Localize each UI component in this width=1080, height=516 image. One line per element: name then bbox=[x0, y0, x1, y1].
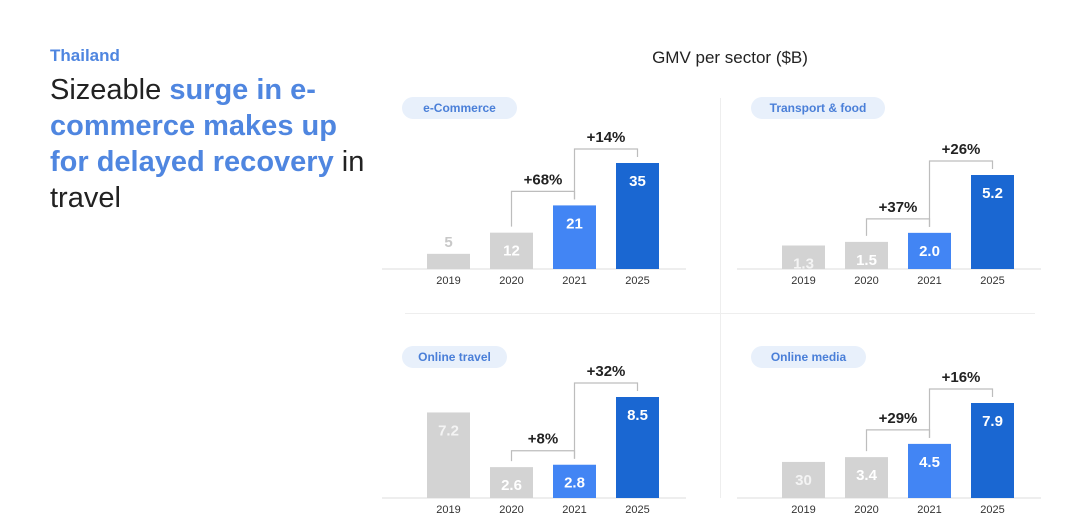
x-tick-label: 2020 bbox=[854, 275, 878, 287]
bar-value-label: 4.5 bbox=[919, 454, 940, 471]
headline-part-highlight: surge bbox=[169, 74, 249, 106]
growth-bracket bbox=[573, 382, 639, 459]
headline: Sizeable surge in e-commerce makes up fo… bbox=[50, 72, 380, 216]
bar-2021 bbox=[908, 443, 951, 498]
panel-divider-vertical bbox=[720, 98, 721, 498]
x-tick-label: 2020 bbox=[499, 504, 523, 516]
growth-label: +37% bbox=[879, 199, 918, 216]
bar-value-label: 5 bbox=[444, 234, 452, 251]
bar-2020 bbox=[845, 241, 888, 269]
bar-value-label: 7.9 bbox=[982, 413, 1003, 430]
x-tick-label: 2021 bbox=[917, 504, 941, 516]
x-tick-label: 2025 bbox=[625, 504, 649, 516]
bar-value-label: 1.5 bbox=[856, 252, 877, 269]
bar-value-label: 8.5 bbox=[627, 407, 648, 424]
panel-divider-horizontal bbox=[405, 313, 1035, 314]
growth-label: +32% bbox=[587, 363, 626, 380]
sector-pill bbox=[751, 346, 866, 368]
bar-2020 bbox=[490, 467, 533, 498]
x-tick-label: 2025 bbox=[625, 275, 649, 287]
bar-2025 bbox=[971, 175, 1014, 269]
growth-label: +29% bbox=[879, 410, 918, 427]
bar-value-label: 35 bbox=[629, 173, 646, 190]
x-tick-label: 2019 bbox=[436, 504, 460, 516]
x-tick-label: 2019 bbox=[436, 275, 460, 287]
chart-title: GMV per sector ($B) bbox=[652, 48, 808, 67]
x-tick-label: 2025 bbox=[980, 504, 1004, 516]
bar-2025 bbox=[971, 403, 1014, 498]
growth-label: +68% bbox=[524, 171, 563, 188]
sector-pill bbox=[402, 97, 517, 119]
x-tick-label: 2021 bbox=[917, 275, 941, 287]
bar-value-label: 2.8 bbox=[564, 475, 585, 492]
bar-value-label: 30 bbox=[795, 472, 812, 489]
region-label: Thailand bbox=[50, 46, 120, 65]
x-tick-label: 2019 bbox=[791, 504, 815, 516]
sector-pill bbox=[402, 346, 507, 368]
x-tick-label: 2025 bbox=[980, 275, 1004, 287]
bar-2019 bbox=[427, 412, 470, 498]
bar-value-label: 3.4 bbox=[856, 467, 878, 484]
bar-2020 bbox=[845, 457, 888, 498]
bar-2019 bbox=[782, 461, 825, 498]
bar-2025 bbox=[616, 163, 659, 269]
bar-value-label: 7.2 bbox=[438, 422, 459, 439]
bar-value-label: 1.3 bbox=[793, 256, 814, 273]
growth-label: +16% bbox=[942, 369, 981, 386]
bar-value-label: 5.2 bbox=[982, 185, 1003, 202]
headline-part: Sizeable bbox=[50, 74, 170, 106]
growth-bracket bbox=[928, 160, 994, 227]
x-tick-label: 2021 bbox=[562, 504, 586, 516]
bar-value-label: 2.6 bbox=[501, 477, 522, 494]
growth-bracket bbox=[573, 148, 639, 200]
x-tick-label: 2019 bbox=[791, 275, 815, 287]
bar-2019 bbox=[427, 253, 470, 269]
sector-pill-label: Online travel bbox=[418, 350, 491, 364]
growth-bracket bbox=[510, 450, 576, 462]
bar-2025 bbox=[616, 397, 659, 498]
bar-value-label: 21 bbox=[566, 215, 583, 232]
bar-2019 bbox=[782, 245, 825, 269]
bar-value-label: 12 bbox=[503, 243, 520, 260]
headline-part: in travel bbox=[50, 146, 365, 214]
x-tick-label: 2020 bbox=[854, 504, 878, 516]
growth-label: +8% bbox=[528, 431, 558, 448]
sector-pill-label: Online media bbox=[771, 350, 847, 364]
growth-label: +14% bbox=[587, 129, 626, 146]
bar-value-label: 2.0 bbox=[919, 243, 940, 260]
growth-bracket bbox=[928, 388, 994, 438]
bar-2021 bbox=[908, 232, 951, 269]
x-tick-label: 2020 bbox=[499, 275, 523, 287]
bar-2021 bbox=[553, 205, 596, 269]
bar-2020 bbox=[490, 232, 533, 269]
growth-label: +26% bbox=[942, 141, 981, 158]
sector-pill-label: e-Commerce bbox=[423, 101, 496, 115]
sector-pill-label: Transport & food bbox=[770, 101, 867, 115]
sector-pill bbox=[751, 97, 885, 119]
headline-part-highlight: in e-commerce makes up for delayed recov… bbox=[50, 74, 337, 178]
x-tick-label: 2021 bbox=[562, 275, 586, 287]
bar-2021 bbox=[553, 464, 596, 498]
